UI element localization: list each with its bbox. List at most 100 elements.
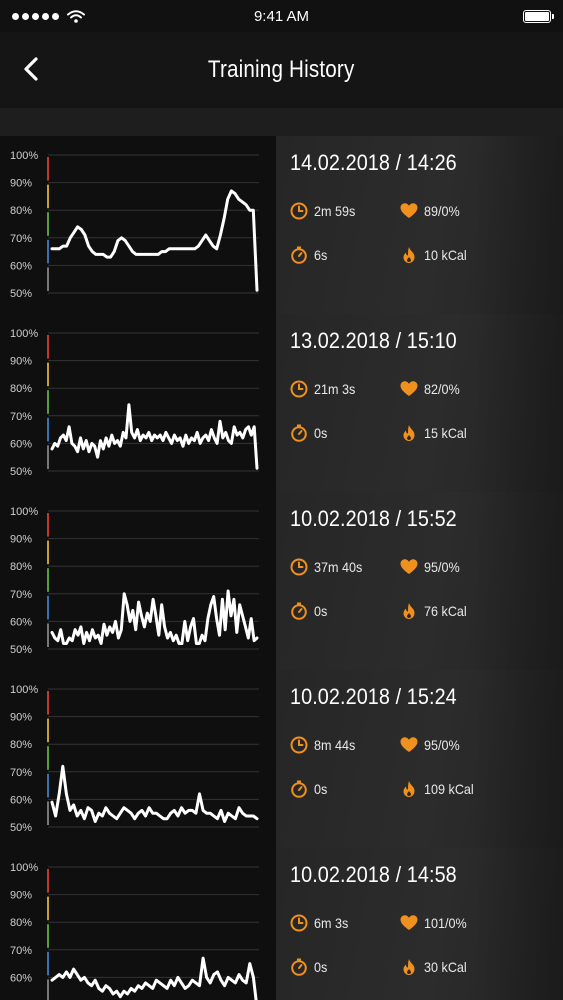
y-tick-label: 100%: [10, 862, 38, 874]
y-tick-label: 90%: [10, 534, 32, 546]
pause-stat: 0s: [290, 958, 329, 976]
y-tick-label: 80%: [10, 739, 32, 751]
heart-rate-chart-svg: 100% 90% 80% 70% 60% 50%: [10, 684, 259, 834]
stopwatch-icon: [290, 958, 308, 976]
heart-icon: [400, 380, 418, 398]
stopwatch-icon: [290, 246, 308, 264]
y-tick-label: 100%: [10, 506, 38, 518]
duration-stat-value: 6m 3s: [314, 915, 349, 931]
clock-icon: [290, 914, 308, 932]
duration-stat-value: 37m 40s: [314, 559, 363, 575]
stopwatch-icon: [290, 780, 308, 798]
stopwatch-icon: [290, 424, 308, 442]
pause-stat-value: 0s: [314, 781, 328, 797]
session-row[interactable]: 100% 90% 80% 70% 60% 50% 14.02.2018 / 14:26 2m …: [0, 136, 563, 314]
pause-stat: 0s: [290, 602, 329, 620]
back-button[interactable]: [14, 52, 48, 86]
duration-stat-value: 2m 59s: [314, 203, 356, 219]
y-tick-label: 80%: [10, 205, 32, 217]
clock-icon: [290, 380, 308, 398]
session-date: 13.02.2018 / 15:10: [290, 328, 457, 353]
y-tick-label: 50%: [10, 466, 32, 478]
duration-stat-value: 8m 44s: [314, 737, 356, 753]
signal-strength-icon: [12, 12, 59, 20]
calories-stat: 76 kCal: [400, 602, 471, 620]
heart-rate-series-line: [50, 956, 258, 1000]
heart-rate-series-line: [50, 764, 259, 823]
nav-bar: Training History: [0, 32, 563, 108]
clock-icon: [290, 736, 308, 754]
status-bar: 9:41 AM: [0, 0, 563, 32]
pause-stat-value: 0s: [314, 603, 328, 619]
y-tick-label: 60%: [10, 260, 32, 272]
session-info[interactable]: 13.02.2018 / 15:10 21m 3s 82/0% 0s 15 kCal: [276, 314, 563, 492]
battery-icon: [523, 9, 554, 23]
duration-stat: 21m 3s: [290, 380, 360, 398]
session-info[interactable]: 10.02.2018 / 15:24 8m 44s 95/0% 0s 109 kCal: [276, 670, 563, 848]
calories-stat-value: 15 kCal: [424, 425, 467, 441]
heart-rate-chart-svg: 100% 90% 80% 70% 60% 50%: [10, 328, 259, 478]
y-tick-label: 70%: [10, 767, 32, 779]
heart-rate-chart: 100% 90% 80% 70% 60% 50%: [0, 670, 276, 848]
y-tick-label: 60%: [10, 794, 32, 806]
session-row[interactable]: 100% 90% 80% 70% 60% 50% 13.02.2018 / 15:10 21m…: [0, 314, 563, 492]
heart-rate-stat: 89/0%: [400, 202, 464, 220]
duration-stat: 37m 40s: [290, 558, 368, 576]
flame-icon: [400, 424, 418, 442]
pause-stat: 0s: [290, 780, 329, 798]
y-tick-label: 70%: [10, 945, 32, 957]
calories-stat-value: 30 kCal: [424, 959, 467, 975]
header-divider: [0, 108, 563, 136]
session-info[interactable]: 14.02.2018 / 14:26 2m 59s 89/0% 6s 10 kCal: [276, 136, 563, 314]
y-tick-label: 70%: [10, 233, 32, 245]
y-tick-label: 50%: [10, 644, 32, 656]
heart-rate-stat-value: 101/0%: [424, 915, 467, 931]
session-date: 10.02.2018 / 14:58: [290, 862, 457, 887]
heart-rate-stat: 82/0%: [400, 380, 464, 398]
session-date: 10.02.2018 / 15:52: [290, 506, 457, 531]
y-tick-label: 90%: [10, 178, 32, 190]
heart-icon: [400, 202, 418, 220]
y-tick-label: 90%: [10, 890, 32, 902]
flame-icon: [400, 246, 418, 264]
y-tick-label: 50%: [10, 822, 32, 834]
duration-stat-value: 21m 3s: [314, 381, 356, 397]
session-date: 10.02.2018 / 15:24: [290, 684, 457, 709]
y-tick-label: 90%: [10, 356, 32, 368]
heart-rate-stat: 95/0%: [400, 558, 464, 576]
heart-rate-series-line: [50, 589, 259, 645]
status-left: [12, 9, 85, 23]
wifi-icon: [67, 9, 85, 23]
heart-rate-stat-value: 95/0%: [424, 559, 460, 575]
heart-rate-series-line: [50, 189, 259, 292]
heart-icon: [400, 558, 418, 576]
heart-rate-stat-value: 95/0%: [424, 737, 460, 753]
y-tick-label: 70%: [10, 589, 32, 601]
pause-stat: 0s: [290, 424, 329, 442]
chevron-left-icon: [24, 57, 38, 81]
duration-stat: 6m 3s: [290, 914, 352, 932]
pause-stat-value: 0s: [314, 959, 328, 975]
pause-stat-value: 6s: [314, 247, 328, 263]
page-title: Training History: [208, 56, 355, 83]
y-tick-label: 50%: [10, 288, 32, 300]
session-row[interactable]: 100%90%80%70%60%50%10.02.2018 / 14:586m …: [0, 848, 563, 1000]
calories-stat: 10 kCal: [400, 246, 471, 264]
y-tick-label: 80%: [10, 917, 32, 929]
y-tick-label: 100%: [10, 150, 38, 162]
y-tick-label: 80%: [10, 383, 32, 395]
session-row[interactable]: 100% 90% 80% 70% 60% 50% 10.02.2018 / 15:24 8m …: [0, 670, 563, 848]
pause-stat-value: 0s: [314, 425, 328, 441]
calories-stat-value: 109 kCal: [424, 781, 474, 797]
flame-icon: [400, 780, 418, 798]
heart-rate-stat: 95/0%: [400, 736, 464, 754]
session-info[interactable]: 10.02.2018 / 15:52 37m 40s 95/0% 0s 76 kCal: [276, 492, 563, 670]
session-row[interactable]: 100% 90% 80% 70% 60% 50% 10.02.2018 / 15:52 37m…: [0, 492, 563, 670]
pause-stat: 6s: [290, 246, 329, 264]
y-tick-label: 60%: [10, 438, 32, 450]
y-tick-label: 100%: [10, 684, 38, 696]
clock-icon: [290, 558, 308, 576]
y-tick-label: 60%: [10, 616, 32, 628]
session-list: 100% 90% 80% 70% 60% 50% 14.02.2018 / 14:26 2m …: [0, 136, 563, 1000]
session-info[interactable]: 10.02.2018 / 14:58 6m 3s 101/0% 0s 30 kCal: [276, 848, 563, 1000]
